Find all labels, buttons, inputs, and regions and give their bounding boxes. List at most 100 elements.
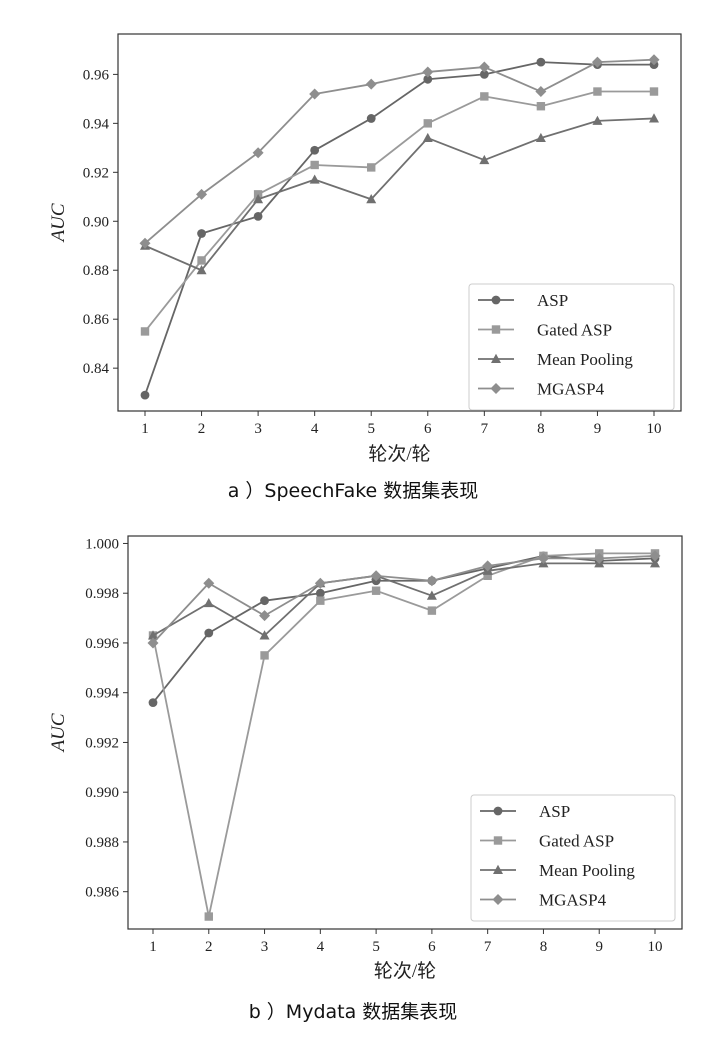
data-point-mgasp4	[648, 54, 660, 66]
legend-label-mean-pooling: Mean Pooling	[539, 861, 635, 880]
series-line-asp	[144, 61, 654, 396]
data-point-mean-pooling	[479, 154, 490, 165]
series-mean-pooling	[140, 113, 659, 275]
legend-triangle-icon	[493, 864, 503, 874]
data-point-gated-asp	[536, 102, 546, 111]
legend-label-mgasp4: MGASP4	[539, 891, 607, 910]
x-tick-label: 7	[484, 939, 492, 955]
x-tick-label: 8	[540, 939, 548, 955]
data-point-mean-pooling	[309, 174, 320, 184]
data-point-mgasp4	[482, 560, 494, 572]
y-tick-label: 0.988	[85, 835, 119, 851]
y-tick-label: 0.86	[83, 312, 110, 328]
x-axis-title: 轮次/轮	[374, 960, 436, 982]
y-tick-label: 1.000	[85, 536, 119, 552]
data-point-mgasp4	[370, 570, 382, 582]
data-point-mgasp4	[196, 188, 208, 200]
data-point-gated-asp	[310, 160, 319, 170]
y-tick-label: 0.90	[83, 214, 109, 230]
y-tick-label: 0.998	[85, 586, 119, 602]
x-tick-label: 2	[205, 939, 213, 955]
series-mgasp4	[139, 54, 660, 249]
x-tick-label: 1	[141, 421, 149, 437]
plot-frame	[127, 535, 683, 930]
legend-diamond-icon	[492, 894, 504, 905]
data-point-mgasp4	[147, 637, 159, 649]
y-tick-label: 0.992	[85, 735, 119, 751]
y-tick-label: 0.84	[83, 361, 110, 377]
legend-label-gated-asp: Gated ASP	[539, 832, 614, 851]
series-line-gated-asp	[144, 90, 654, 332]
data-point-mean-pooling	[650, 558, 660, 568]
chart-speechfake: 0.84 0.86 0.88 0.90 0.92 0.94 0.96 1 2 3 4 5 6 7 8 9 10 轮…	[48, 33, 682, 465]
x-tick-label: 6	[428, 939, 436, 955]
x-tick-label: 10	[648, 939, 663, 955]
data-point-asp	[197, 229, 206, 238]
x-tick-label: 3	[261, 939, 269, 955]
data-point-mean-pooling	[535, 132, 546, 143]
series-mgasp4	[147, 550, 661, 649]
data-point-mean-pooling	[259, 630, 270, 640]
legend-label-asp: ASP	[537, 291, 568, 310]
data-point-mean-pooling	[253, 194, 264, 204]
data-point-mean-pooling	[203, 597, 214, 608]
chart-mydata: 0.986 0.988 0.990 0.992 0.994 0.996 0.998 1.000…	[48, 535, 683, 982]
legend-square-icon	[493, 836, 503, 845]
plot-frame	[117, 33, 682, 412]
data-point-gated-asp	[423, 119, 432, 128]
data-point-mgasp4	[365, 78, 377, 90]
data-point-gated-asp	[480, 92, 489, 101]
legend-label-mgasp4: MGASP4	[537, 380, 605, 399]
data-point-mgasp4	[537, 552, 549, 564]
x-tick-label: 8	[537, 421, 545, 437]
x-tick-label: 4	[317, 939, 325, 955]
data-point-mgasp4	[252, 147, 264, 159]
data-point-mgasp4	[139, 237, 151, 249]
x-tick-label: 3	[254, 421, 262, 437]
data-point-gated-asp	[316, 596, 325, 605]
data-point-mean-pooling	[422, 132, 433, 143]
legend: ASP Gated ASP Mean Pooling MGASP4	[470, 794, 676, 922]
series-mean-pooling	[148, 558, 660, 640]
data-point-mgasp4	[591, 56, 603, 68]
data-point-gated-asp	[197, 256, 206, 265]
data-point-asp	[148, 698, 158, 708]
y-tick-label: 0.986	[85, 885, 119, 901]
caption-speechfake: a ）SpeechFake 数据集表现	[228, 480, 479, 502]
legend-circle-icon	[493, 806, 503, 816]
data-point-gated-asp	[427, 606, 437, 615]
legend-triangle-icon	[491, 353, 501, 363]
data-point-mgasp4	[426, 575, 438, 587]
data-point-gated-asp	[593, 87, 602, 96]
y-tick-label: 0.88	[83, 263, 109, 279]
data-point-mgasp4	[422, 66, 434, 78]
data-point-mean-pooling	[148, 630, 158, 640]
y-tick-label: 0.94	[83, 116, 110, 132]
x-tick-label: 9	[594, 421, 602, 437]
legend-label-gated-asp: Gated ASP	[537, 321, 612, 340]
legend-box	[470, 794, 676, 922]
data-point-gated-asp	[371, 586, 381, 595]
y-axis-title: AUC	[48, 203, 69, 243]
data-point-gated-asp	[649, 87, 659, 96]
legend: ASP Gated ASP Mean Pooling MGASP4	[468, 283, 675, 411]
x-tick-label: 9	[595, 939, 603, 955]
x-tick-label: 10	[647, 421, 662, 437]
data-point-mean-pooling	[649, 113, 659, 123]
series-line-mean-pooling	[144, 117, 655, 272]
data-point-asp	[260, 596, 269, 606]
x-tick-label: 4	[311, 421, 319, 437]
legend-circle-icon	[491, 295, 501, 305]
data-point-mgasp4	[259, 610, 271, 622]
data-point-asp	[204, 628, 214, 638]
x-tick-label: 6	[424, 421, 432, 437]
legend-diamond-icon	[490, 383, 502, 394]
data-point-mean-pooling	[592, 115, 603, 125]
data-point-asp	[315, 588, 325, 598]
y-tick-label: 0.92	[83, 165, 109, 181]
data-point-asp	[140, 390, 150, 400]
data-point-mgasp4	[478, 61, 490, 73]
data-point-mgasp4	[649, 550, 661, 562]
data-point-asp	[253, 211, 263, 221]
